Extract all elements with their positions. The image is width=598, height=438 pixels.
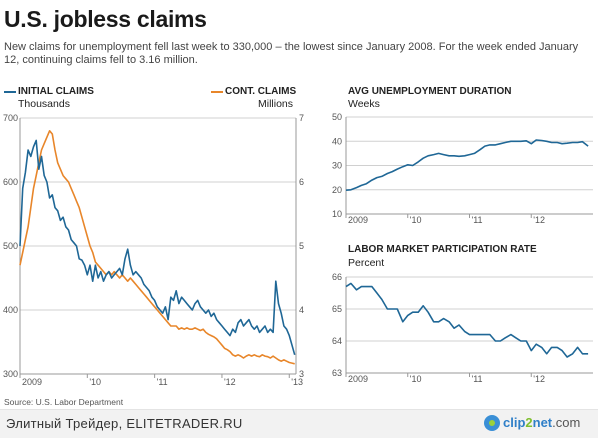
claims-x-tick-label: '13 xyxy=(291,377,303,387)
initial-claims-label: INITIAL CLAIMS xyxy=(18,86,94,97)
participation-line xyxy=(345,282,589,358)
continuing-claims-label: CONT. CLAIMS xyxy=(225,86,297,97)
participation-x-tick-label: '10 xyxy=(410,374,422,384)
initial-claims-line xyxy=(19,139,296,356)
duration-x-tick-label: '11 xyxy=(472,215,483,225)
claims-left-tick-label: 600 xyxy=(3,177,18,187)
continuing-claims-legend-swatch xyxy=(211,91,223,93)
participation-x-tick-label: '11 xyxy=(472,374,483,384)
duration-y-tick-label: 50 xyxy=(332,112,342,122)
watermark-text: Элитный Трейдер, ELITETRADER.RU xyxy=(6,416,243,431)
participation-y-tick-label: 64 xyxy=(332,336,342,346)
participation-x-tick-label: '12 xyxy=(533,374,545,384)
continuing-claims-unit: Millions xyxy=(258,98,294,110)
claims-left-tick-label: 500 xyxy=(3,241,18,251)
participation-title: LABOR MARKET PARTICIPATION RATE xyxy=(348,244,537,255)
claims-right-tick-label: 7 xyxy=(299,113,304,123)
chart-title: U.S. jobless claims xyxy=(4,6,207,32)
duration-y-tick-label: 30 xyxy=(332,161,342,171)
claims-x-tick-label: '10 xyxy=(89,377,101,387)
participation-x-tick-label: 2009 xyxy=(348,374,368,384)
continuing-claims-line xyxy=(19,130,295,365)
claims-right-tick-label: 4 xyxy=(299,305,304,315)
claims-x-tick-label: 2009 xyxy=(22,377,42,387)
clip2net-logo-icon xyxy=(484,415,500,431)
duration-unit: Weeks xyxy=(348,98,380,110)
participation-y-tick-label: 65 xyxy=(332,304,342,314)
duration-y-tick-label: 20 xyxy=(332,185,342,195)
duration-y-tick-label: 10 xyxy=(332,209,342,219)
duration-line xyxy=(345,139,589,191)
participation-y-tick-label: 63 xyxy=(332,368,342,378)
claims-left-tick-label: 700 xyxy=(3,113,18,123)
claims-x-tick-label: '12 xyxy=(224,377,236,387)
duration-y-tick-label: 40 xyxy=(332,136,342,146)
duration-x-tick-label: '10 xyxy=(410,215,422,225)
claims-left-tick-label: 400 xyxy=(3,305,18,315)
participation-unit: Percent xyxy=(348,257,385,269)
claims-right-tick-label: 5 xyxy=(299,241,304,251)
claims-right-tick-label: 6 xyxy=(299,177,304,187)
duration-x-tick-label: 2009 xyxy=(348,215,368,225)
initial-claims-legend-swatch xyxy=(4,91,16,93)
claims-left-tick-label: 300 xyxy=(3,369,18,379)
initial-claims-unit: Thousands xyxy=(18,98,70,110)
claims-x-tick-label: '11 xyxy=(157,377,168,387)
participation-y-tick-label: 66 xyxy=(332,272,342,282)
source-note: Source: U.S. Labor Department xyxy=(4,397,124,407)
duration-title: AVG UNEMPLOYMENT DURATION xyxy=(348,86,512,97)
duration-x-tick-label: '12 xyxy=(533,215,545,225)
watermark-bar: Элитный Трейдер, ELITETRADER.RU clip2net… xyxy=(0,409,598,438)
clip2net-logo-text: clip2net.com xyxy=(503,415,581,430)
claims-right-tick-label: 3 xyxy=(299,369,304,379)
chart-subtitle: New claims for unemployment fell last we… xyxy=(4,41,579,66)
